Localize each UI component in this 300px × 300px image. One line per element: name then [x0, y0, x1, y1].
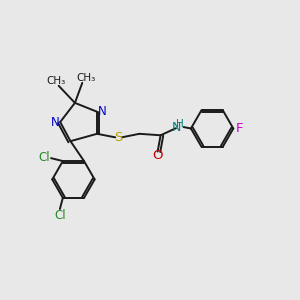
Text: N: N [98, 105, 107, 118]
Text: Cl: Cl [38, 151, 50, 164]
Text: N: N [172, 121, 182, 134]
Text: Cl: Cl [55, 209, 66, 222]
Text: N: N [50, 116, 59, 128]
Text: O: O [152, 149, 163, 162]
Text: CH₃: CH₃ [47, 76, 66, 85]
Text: S: S [114, 131, 122, 144]
Text: CH₃: CH₃ [76, 73, 95, 82]
Text: F: F [236, 122, 243, 135]
Text: H: H [176, 119, 183, 129]
